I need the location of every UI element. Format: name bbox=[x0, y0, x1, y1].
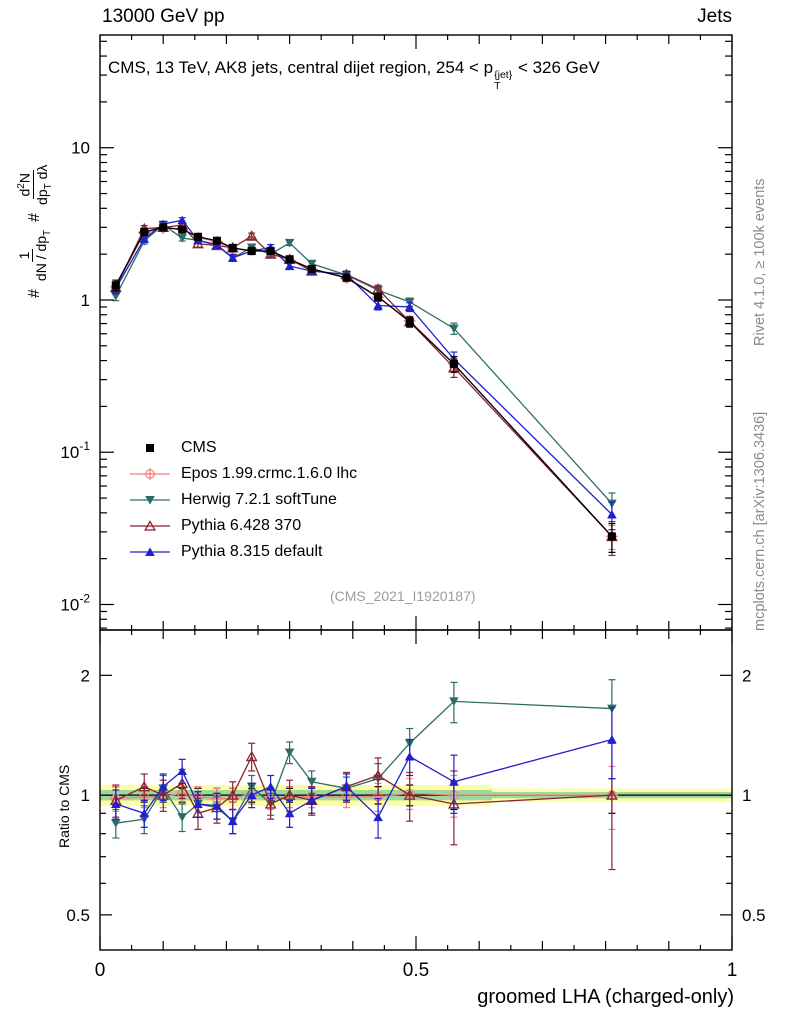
pythia8-marker-icon bbox=[130, 547, 170, 556]
svg-text:10-2: 10-2 bbox=[60, 591, 90, 614]
axis-ticks bbox=[99, 35, 733, 950]
ratio-series-pythia6 bbox=[109, 742, 618, 871]
svg-text:1: 1 bbox=[81, 786, 90, 805]
svg-text:0.5: 0.5 bbox=[66, 906, 90, 925]
svg-text:2: 2 bbox=[742, 666, 751, 685]
legend-item-epos: Epos 1.99.crmc.1.6.0 lhc bbox=[128, 463, 357, 485]
svg-text:1: 1 bbox=[742, 786, 751, 805]
svg-text:10-1: 10-1 bbox=[60, 439, 90, 462]
analysis-id-watermark: (CMS_2021_I1920187) bbox=[330, 588, 476, 604]
svg-text:0.5: 0.5 bbox=[403, 960, 429, 981]
y-axis-label: # 1 dN / dpT # d2N dpT dλ bbox=[16, 165, 54, 298]
pythia6-marker-icon bbox=[130, 520, 170, 531]
ylabel-hash-1: # bbox=[26, 289, 44, 298]
rivet-version-label: Rivet 4.1.0, ≥ 100k events bbox=[752, 178, 768, 346]
legend-label: Herwig 7.2.1 softTune bbox=[181, 491, 337, 508]
legend: CMS Epos 1.99.crmc.1.6.0 lhc Herwig 7.2.1 … bbox=[128, 437, 357, 563]
legend-item-pythia8: Pythia 8.315 default bbox=[128, 541, 357, 563]
ylabel-hash-2: # bbox=[26, 212, 44, 222]
svg-text:2: 2 bbox=[81, 666, 90, 685]
epos-marker-icon bbox=[130, 468, 170, 480]
legend-item-herwig: Herwig 7.2.1 softTune bbox=[128, 489, 357, 511]
series-cms bbox=[111, 223, 616, 553]
x-axis-title: groomed LHA (charged-only) bbox=[477, 986, 734, 1008]
legend-label: CMS bbox=[181, 439, 217, 456]
svg-text:0: 0 bbox=[95, 960, 106, 981]
ylabel-fraction-1: 1 dN / dpT bbox=[16, 229, 54, 282]
svg-text:0.5: 0.5 bbox=[742, 906, 766, 925]
pt-jet-supsub: {jet} T bbox=[494, 69, 513, 92]
ratio-axis-label: Ratio to CMS bbox=[56, 764, 72, 848]
plot-title: CMS, 13 TeV, AK8 jets, central dijet reg… bbox=[108, 58, 600, 92]
svg-text:1: 1 bbox=[727, 960, 738, 981]
legend-item-cms: CMS bbox=[128, 437, 357, 459]
legend-label: Pythia 6.428 370 bbox=[181, 517, 302, 534]
ylabel-fraction-2: d2N dpT dλ bbox=[16, 164, 54, 205]
legend-label: Epos 1.99.crmc.1.6.0 lhc bbox=[181, 465, 358, 482]
axis-tick-labels: 10 1 10-1 10-2 2 2 1 1 0.5 0.5 0 0.5 1 bbox=[60, 139, 765, 981]
svg-text:1: 1 bbox=[81, 291, 90, 310]
ratio-series-pythia8 bbox=[111, 706, 617, 839]
cms-marker-icon bbox=[146, 444, 154, 452]
plot-title-text: CMS, 13 TeV, AK8 jets, central dijet reg… bbox=[108, 58, 494, 77]
beam-energy-label: 13000 GeV pp bbox=[102, 6, 225, 27]
legend-label: Pythia 8.315 default bbox=[181, 543, 323, 560]
legend-item-pythia6: Pythia 6.428 370 bbox=[128, 515, 357, 537]
mcplots-attribution-label: mcplots.cern.ch [arXiv:1306.3436] bbox=[752, 411, 768, 631]
herwig-marker-icon bbox=[130, 496, 170, 505]
analysis-group-label: Jets bbox=[697, 6, 732, 27]
svg-text:10: 10 bbox=[71, 139, 90, 158]
